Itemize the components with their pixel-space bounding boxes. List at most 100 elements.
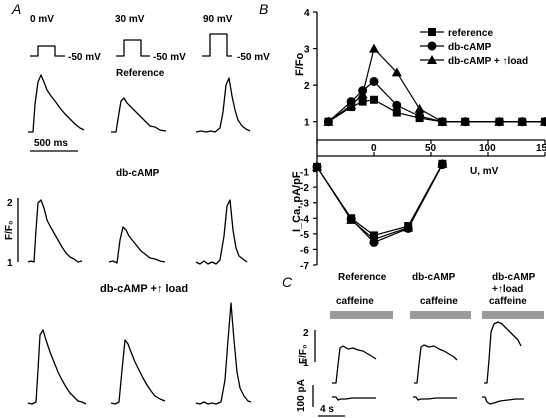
ff0-scale-c-tick-1: 1 bbox=[303, 358, 309, 369]
legend-text-reference: reference bbox=[448, 28, 493, 39]
column-label-dbcamp-load-2: +↑load bbox=[492, 284, 523, 295]
ica-ytick-label-4: -5 bbox=[300, 230, 309, 241]
fffo-point-2-5 bbox=[414, 103, 425, 113]
voltage-label-90: 90 mV bbox=[203, 14, 233, 25]
fffo-point-2-2 bbox=[357, 89, 368, 99]
trace-reference-90mv bbox=[195, 77, 251, 133]
ica-point-2-1 bbox=[346, 214, 357, 224]
trace-dbcamp-30mv bbox=[108, 226, 166, 264]
caffeine-label-2: caffeine bbox=[420, 296, 458, 307]
caffeine-trace-dbcamp-load bbox=[484, 321, 522, 384]
step-protocol-30 bbox=[116, 39, 150, 57]
ica-series bbox=[312, 158, 448, 247]
caffeine-bar-2 bbox=[410, 311, 471, 319]
ica-ytick-label-3: -4 bbox=[300, 214, 309, 225]
holding-label-90: -50 mV bbox=[237, 52, 270, 63]
fffo-y-ticks: 1 2 3 4 bbox=[304, 8, 317, 129]
fffo-point-2-10 bbox=[540, 116, 546, 126]
ica-ytick-label-1: -2 bbox=[300, 183, 309, 194]
ica-ytick-label-0: -1 bbox=[300, 168, 309, 179]
ica-point-2-2 bbox=[369, 234, 379, 244]
panel-c-label: C bbox=[282, 274, 293, 290]
fffo-y-label: F/Fo bbox=[294, 53, 306, 76]
column-label-reference: Reference bbox=[338, 272, 387, 283]
fffo-point-0-2 bbox=[358, 97, 367, 106]
legend-marker-triangle bbox=[427, 55, 437, 64]
current-trace-reference bbox=[332, 396, 376, 401]
fffo-point-2-6 bbox=[437, 116, 448, 126]
ica-x-label: U, mV bbox=[470, 166, 499, 177]
fffo-point-0-4 bbox=[392, 108, 401, 117]
caffeine-label-1: caffeine bbox=[336, 296, 374, 307]
panel-a-label: A bbox=[11, 1, 21, 17]
ica-xtick-label-0: 0 bbox=[371, 143, 377, 154]
fffo-point-2-0 bbox=[323, 116, 334, 126]
legend: reference db-cAMP db-cAMP + ↑load bbox=[420, 28, 528, 67]
caffeine-bar-1 bbox=[330, 311, 393, 319]
ica-line-2 bbox=[316, 163, 443, 240]
ica-xtick-label-1: 50 bbox=[425, 143, 437, 154]
ff0-scale-tick-1: 1 bbox=[7, 258, 13, 269]
ica-ytick-label-5: -6 bbox=[300, 245, 309, 256]
fffo-ytick-label-0: 1 bbox=[304, 118, 310, 129]
caffeine-label-3: caffeine bbox=[489, 296, 527, 307]
ff0-scale-tick-2: 2 bbox=[7, 198, 13, 209]
ica-y-label: I_Ca, pA/pF bbox=[291, 171, 303, 232]
row-label-dbcamp-load: db-cAMP +↑ load bbox=[100, 283, 188, 295]
column-label-dbcamp: db-cAMP bbox=[412, 272, 456, 283]
current-trace-dbcamp-load bbox=[482, 396, 524, 405]
row-label-reference: Reference bbox=[116, 68, 165, 79]
caffeine-bar-3 bbox=[482, 311, 544, 319]
ica-point-2-4 bbox=[437, 158, 448, 168]
legend-text-dbcamp: db-cAMP bbox=[448, 42, 492, 53]
fffo-point-2-7 bbox=[460, 116, 471, 126]
fffo-point-2-4 bbox=[391, 67, 402, 77]
fffo-ytick-label-2: 3 bbox=[304, 45, 310, 56]
fffo-series bbox=[323, 43, 546, 127]
trace-dbcamp-90mv bbox=[195, 199, 248, 265]
legend-marker-circle bbox=[427, 41, 437, 51]
ff0-scale-label-c: F/F₀ bbox=[298, 344, 309, 364]
ica-point-2-0 bbox=[312, 161, 322, 171]
caffeine-trace-dbcamp bbox=[414, 344, 458, 384]
fffo-point-1-4 bbox=[392, 100, 402, 110]
ica-ticks: -1 -2 -3 -4 -5 -6 -7 0 50 100 150 bbox=[300, 140, 546, 272]
fffo-point-1-3 bbox=[369, 76, 379, 86]
ff0-scale-label-a: F/F₀ bbox=[4, 220, 15, 240]
fffo-point-2-8 bbox=[494, 116, 505, 126]
legend-text-dbcamp-load: db-cAMP + ↑load bbox=[448, 56, 528, 67]
column-label-dbcamp-load-1: db-cAMP bbox=[492, 272, 536, 283]
voltage-label-30: 30 mV bbox=[115, 14, 145, 25]
trace-dbcamp-load-0mv bbox=[27, 329, 87, 405]
current-scale-label: 100 pA bbox=[296, 379, 307, 412]
trace-reference-0mv bbox=[28, 74, 85, 133]
ff0-scale-c-tick-2: 2 bbox=[303, 328, 309, 339]
ica-line-1 bbox=[316, 164, 443, 244]
row-label-dbcamp: db-cAMP bbox=[116, 168, 160, 179]
fffo-ytick-label-3: 4 bbox=[304, 8, 310, 19]
time-scale-label-c: 4 s bbox=[320, 404, 334, 415]
ica-ytick-label-6: -7 bbox=[300, 261, 309, 272]
trace-dbcamp-load-30mv bbox=[110, 339, 166, 405]
fffo-point-2-3 bbox=[369, 43, 379, 53]
fffo-point-2-9 bbox=[517, 116, 528, 126]
fffo-ytick-label-1: 2 bbox=[304, 81, 310, 92]
fffo-point-0-3 bbox=[370, 95, 378, 104]
ica-xtick-label-2: 100 bbox=[479, 143, 496, 154]
step-protocol-90 bbox=[202, 33, 232, 57]
legend-marker-square bbox=[428, 28, 436, 36]
ica-point-2-3 bbox=[403, 222, 414, 232]
step-protocol-0 bbox=[30, 45, 65, 57]
fffo-point-1-5 bbox=[415, 111, 425, 121]
time-scale-label-a: 500 ms bbox=[34, 138, 68, 149]
holding-label-0: -50 mV bbox=[68, 52, 101, 63]
holding-label-30: -50 mV bbox=[153, 52, 186, 63]
ica-xtick-label-3: 150 bbox=[536, 143, 546, 154]
trace-reference-30mv bbox=[111, 97, 167, 133]
trace-dbcamp-0mv bbox=[27, 199, 83, 263]
fffo-point-2-1 bbox=[346, 100, 357, 110]
ica-ytick-label-2: -3 bbox=[300, 199, 309, 210]
panel-b-label: B bbox=[259, 1, 268, 17]
voltage-label-0: 0 mV bbox=[30, 14, 54, 25]
